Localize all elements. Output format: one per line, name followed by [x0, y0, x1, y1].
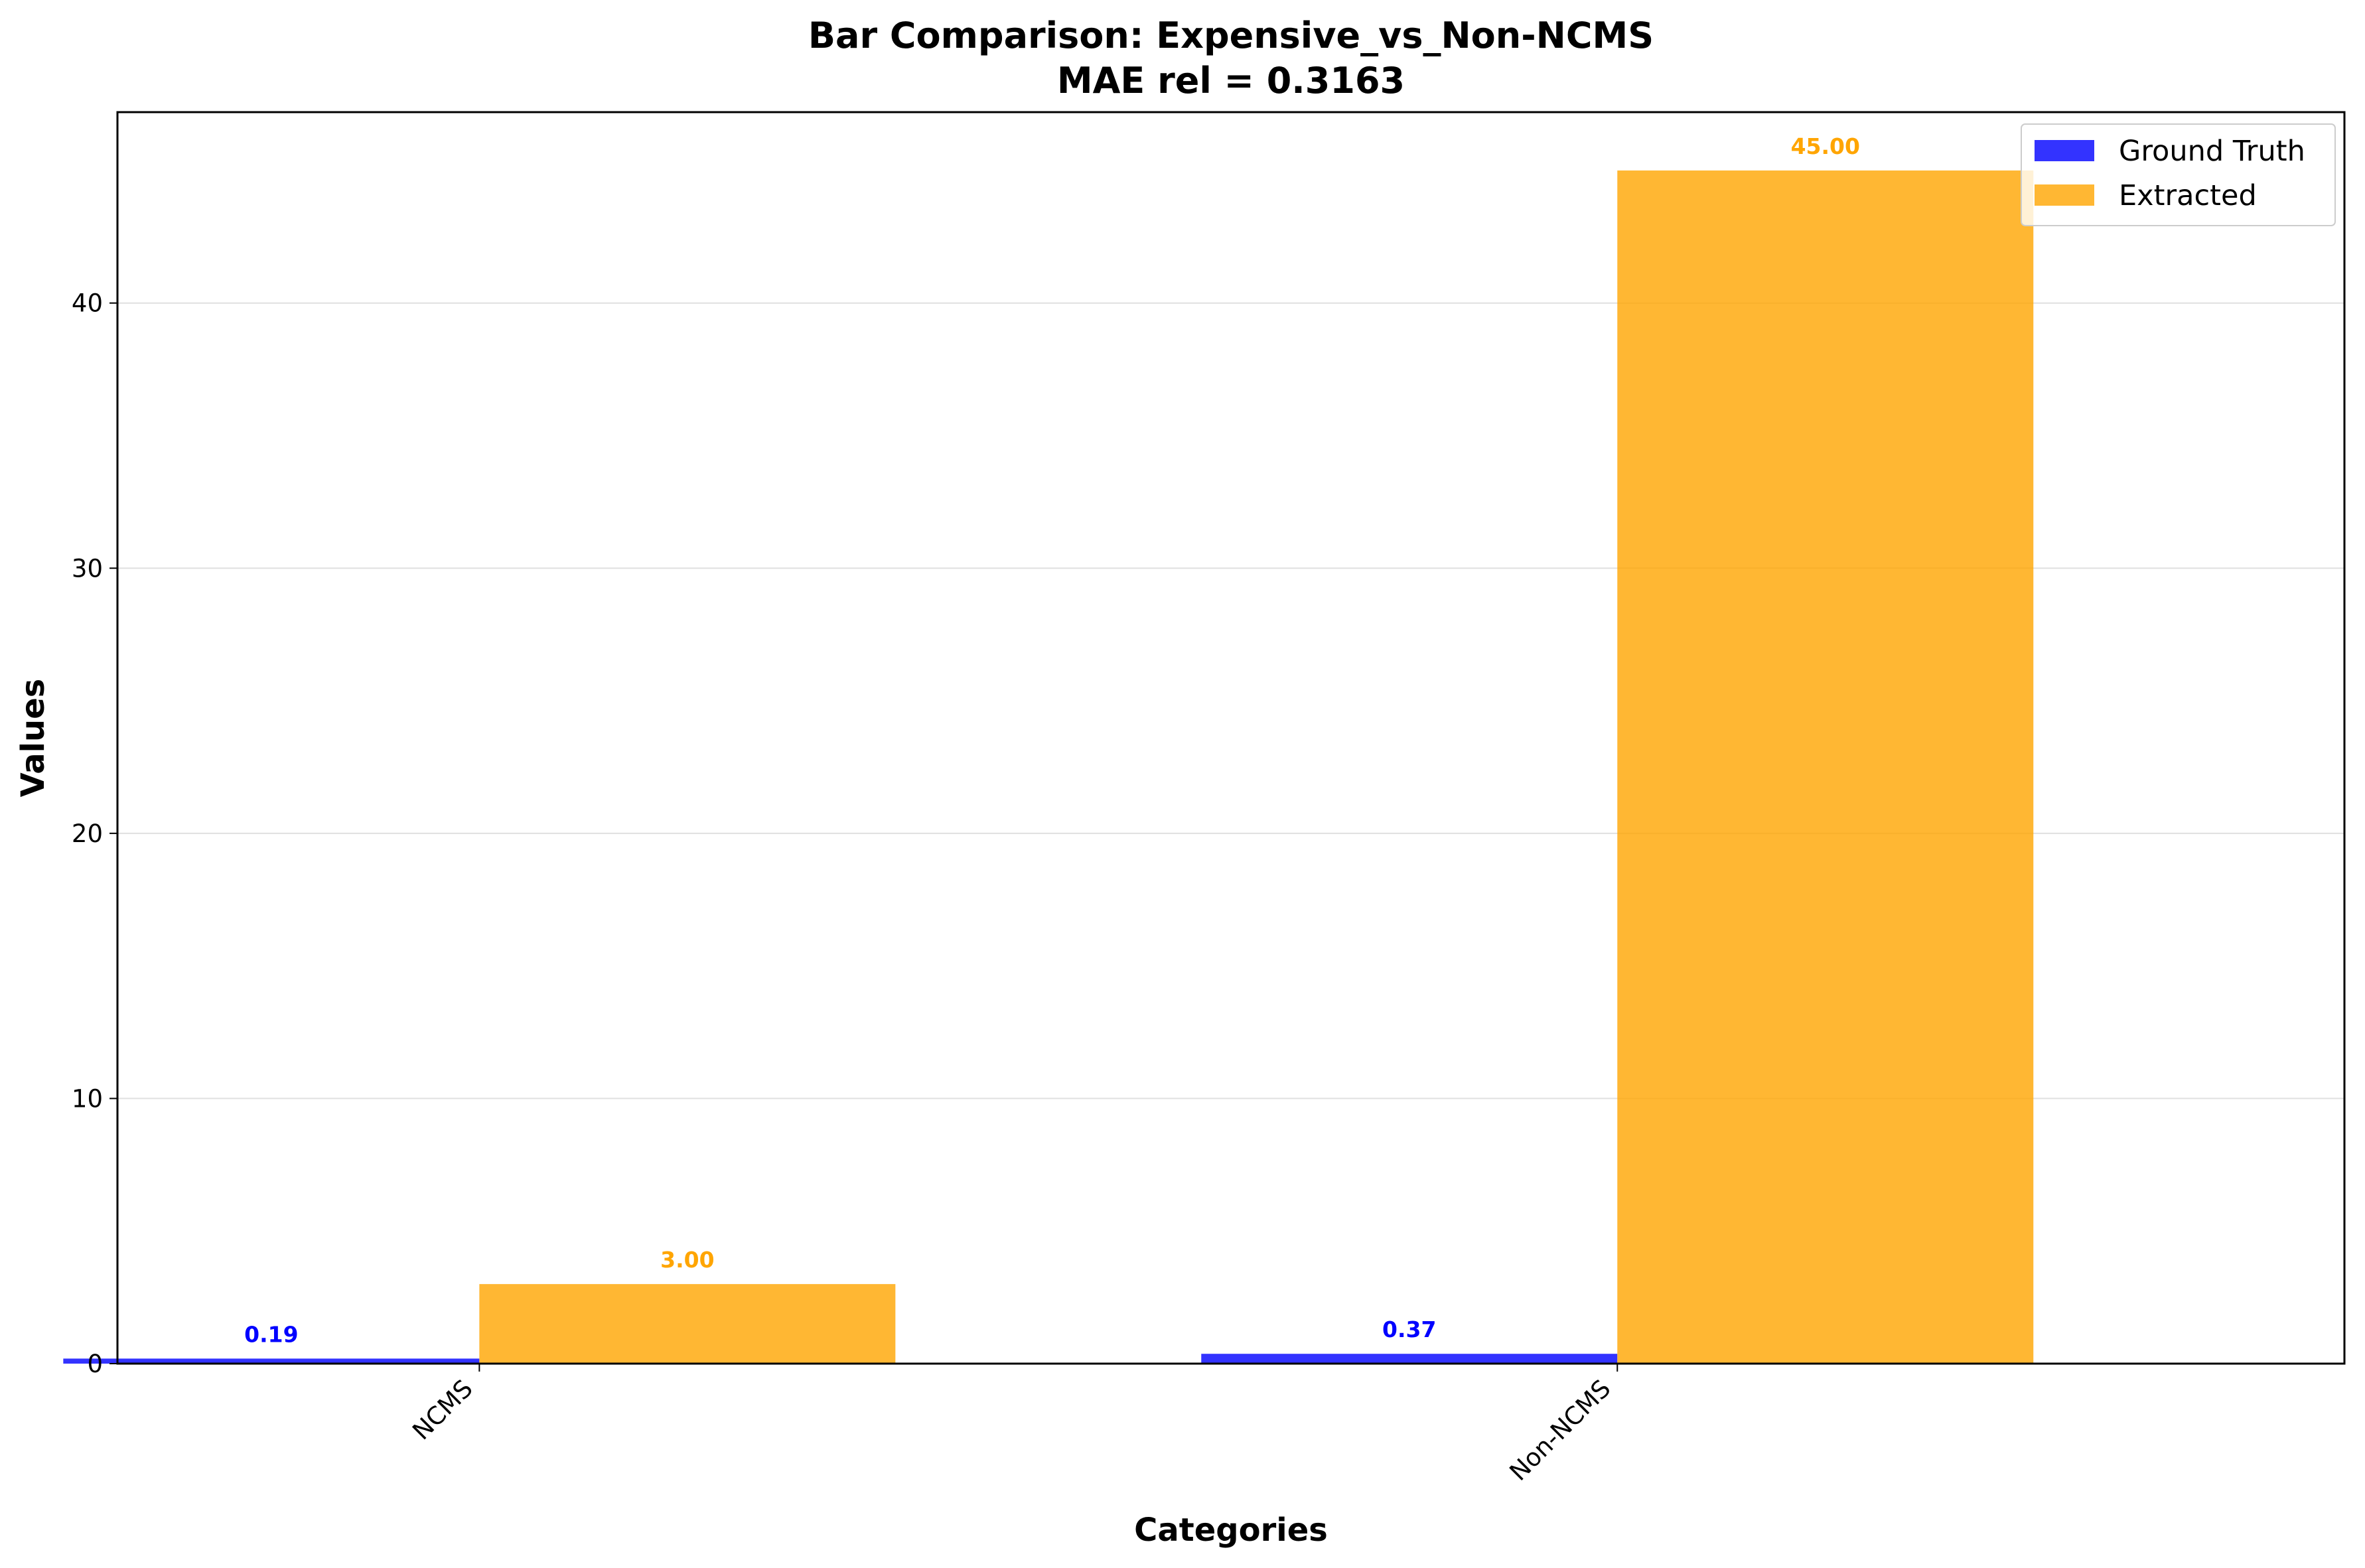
y-axis-label: Values	[15, 679, 52, 798]
x-axis-label: Categories	[1134, 1512, 1328, 1549]
y-tick-label: 20	[72, 820, 103, 848]
chart-title: Bar Comparison: Expensive_vs_Non-NCMS	[808, 15, 1654, 56]
bar-ground-truth-ncms	[63, 1358, 480, 1364]
y-tick-label: 40	[72, 289, 103, 318]
bar-extracted-non-ncms	[1617, 170, 2034, 1364]
legend: Ground Truth Extracted	[2021, 123, 2336, 226]
bar-value-label: 0.37	[1382, 1317, 1436, 1342]
x-tick-label: Non-NCMS	[1504, 1374, 1616, 1486]
bar-extracted-ncms	[479, 1284, 896, 1364]
bar-labels: 0.19 3.00 0.37 45.00	[244, 133, 1860, 1348]
bar-ground-truth-non-ncms	[1201, 1354, 1618, 1364]
bar-value-label: 45.00	[1791, 133, 1860, 159]
bar-value-label: 3.00	[660, 1247, 714, 1273]
legend-label-ground-truth: Ground Truth	[2119, 135, 2305, 168]
x-tick-label: NCMS	[407, 1374, 478, 1445]
legend-box	[2021, 123, 2336, 226]
chart-subtitle: MAE rel = 0.3163	[1057, 60, 1405, 102]
y-tick-label: 30	[72, 554, 103, 583]
y-tick-label: 10	[72, 1084, 103, 1113]
y-axis-ticks: 0 10 20 30 40	[72, 289, 117, 1378]
y-tick-label: 0	[87, 1350, 103, 1378]
legend-label-extracted: Extracted	[2119, 179, 2257, 212]
bars	[63, 170, 2034, 1364]
legend-swatch-ground-truth	[2035, 140, 2094, 161]
plot-frame	[116, 111, 2346, 1365]
x-axis-ticks: NCMS Non-NCMS	[407, 1364, 1618, 1486]
bar-value-label: 0.19	[244, 1321, 298, 1347]
legend-swatch-extracted	[2035, 184, 2094, 206]
